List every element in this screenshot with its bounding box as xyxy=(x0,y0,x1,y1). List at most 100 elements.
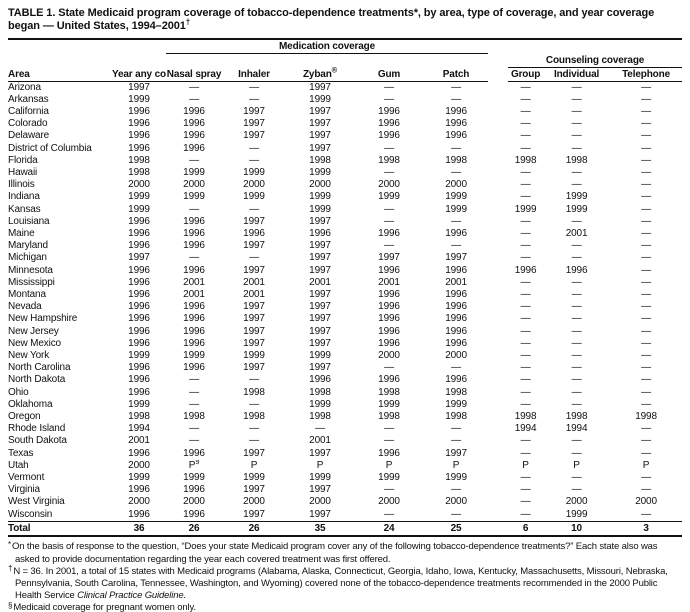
total-value-cell: 10 xyxy=(543,520,611,538)
value-cell: — xyxy=(641,301,651,313)
value-cell: — xyxy=(520,288,531,300)
value-cell: — xyxy=(641,398,651,410)
table-row: South Dakota 2001 — — 2001 — — — — — xyxy=(8,435,682,447)
value-cell: — xyxy=(384,423,394,435)
spacer-cell xyxy=(488,289,508,301)
value-cell: P xyxy=(452,459,460,471)
value-cell: — xyxy=(520,227,531,239)
value-cell: — xyxy=(384,215,394,227)
value-cell: 1998 xyxy=(309,386,331,398)
value-cell: — xyxy=(641,508,651,520)
value-cell: 1997 xyxy=(309,447,331,459)
value-cell: 2001 xyxy=(309,435,331,447)
value-cell: 1998 xyxy=(128,154,150,166)
value-cell: 1996 xyxy=(378,105,400,117)
value-cell: — xyxy=(520,349,531,361)
spacer-cell xyxy=(488,106,508,118)
value-cell: — xyxy=(571,105,582,117)
value-cell: — xyxy=(571,118,582,130)
value-cell: 1996 xyxy=(445,313,467,325)
value-cell: 1996 xyxy=(183,118,205,130)
col-header-gum: Gum xyxy=(354,53,424,82)
value-cell: 1997 xyxy=(128,81,150,93)
value-cell: 1996 xyxy=(445,227,467,239)
value-cell: 2001 xyxy=(565,227,588,239)
value-cell: — xyxy=(641,81,651,93)
header-top-right-blank xyxy=(508,39,682,53)
registered-mark: ® xyxy=(331,65,338,75)
value-cell: 1997 xyxy=(243,508,265,520)
value-cell: — xyxy=(520,337,531,349)
area-cell: Maine xyxy=(8,227,35,239)
value-cell: 2000 xyxy=(128,496,150,508)
value-cell: — xyxy=(641,252,651,264)
area-cell: Arizona xyxy=(8,81,41,93)
value-cell: — xyxy=(571,325,582,337)
value-cell: 1996 xyxy=(183,301,205,313)
value-cell: 2000 xyxy=(243,179,265,191)
value-cell: 1999 xyxy=(183,349,205,361)
value-cell: — xyxy=(571,252,582,264)
col-header-area: Area xyxy=(8,39,112,82)
spacer-cell xyxy=(488,118,508,130)
value-cell: 1999 xyxy=(445,472,467,483)
value-cell: — xyxy=(520,484,531,496)
value-cell: 1996 xyxy=(128,142,150,154)
table-body: Arizona 1997— —1997— — — — — Arkansas 1999— —1999… xyxy=(8,81,682,521)
value-cell: P xyxy=(573,459,580,471)
area-cell: California xyxy=(8,105,49,117)
value-cell: 1996 xyxy=(128,130,150,142)
value-cell: 1997 xyxy=(445,447,467,459)
value-cell: — xyxy=(641,374,651,386)
value-cell: — xyxy=(520,386,531,398)
value-cell: 2000 xyxy=(128,459,150,471)
value-cell: 1996 xyxy=(128,264,150,276)
value-cell: 1998 xyxy=(565,410,588,422)
total-spacer-cell xyxy=(488,520,509,538)
value-cell: — xyxy=(189,423,199,435)
value-cell: — xyxy=(249,93,259,105)
spacer-cell xyxy=(488,252,508,264)
value-cell: — xyxy=(641,118,651,130)
value-cell: 2001 xyxy=(183,288,205,300)
spacer-cell xyxy=(488,509,508,522)
value-cell: — xyxy=(571,179,582,191)
table-row: Colorado 1996 1996 1997 1997 1996 1996 — — — xyxy=(8,118,682,130)
value-cell: 1996 xyxy=(183,142,205,154)
value-cell: 1996 xyxy=(445,130,467,142)
value-cell: 1996 xyxy=(128,447,150,459)
value-cell: 1996 xyxy=(183,105,205,117)
value-cell: — xyxy=(520,301,531,313)
value-cell: 1998 xyxy=(378,410,400,422)
footnote: §Medicaid coverage for pregnant women on… xyxy=(8,600,196,612)
value-cell: 1998 xyxy=(309,410,331,422)
value-cell: 2000 xyxy=(378,349,400,361)
value-cell: P xyxy=(316,459,324,471)
value-cell: 1999 xyxy=(309,166,331,178)
table-header: Area Year any coverage began Medication … xyxy=(8,39,683,82)
value-cell: — xyxy=(451,435,461,447)
spacer-cell xyxy=(488,240,508,252)
area-cell: West Virginia xyxy=(8,496,65,508)
spacer-cell xyxy=(488,484,508,496)
value-cell: 1999 xyxy=(514,203,537,215)
table-row: Wisconsin 1996 1996 1997 1997 — — — 1999 — xyxy=(8,509,682,522)
spacer-cell xyxy=(488,265,508,277)
value-cell: — xyxy=(520,398,531,410)
table-title: TABLE 1. State Medicaid program coverage… xyxy=(8,7,682,33)
value-cell: — xyxy=(384,240,394,252)
value-cell: — xyxy=(189,252,199,264)
value-cell: — xyxy=(571,240,582,252)
value-cell: 1997 xyxy=(309,118,331,130)
value-cell: — xyxy=(571,362,582,374)
table-row: North Dakota 1996 — — 1996 1996 1996 — — — xyxy=(8,374,682,386)
value-cell: — xyxy=(641,130,651,142)
value-cell: — xyxy=(520,179,531,191)
value-cell: — xyxy=(249,435,259,447)
value-cell: 1997 xyxy=(309,508,331,520)
area-cell: Indiana xyxy=(8,191,40,203)
table-row: New Hampshire 1996 1996 1997 1997 1996 1996 — — — xyxy=(8,313,682,325)
value-cell: 1997 xyxy=(243,118,265,130)
group-header-counseling-coverage: Counseling coverage xyxy=(508,53,683,68)
table-row: Delaware 1996 1996 1997 1997 1996 1996 — — — xyxy=(8,130,682,142)
